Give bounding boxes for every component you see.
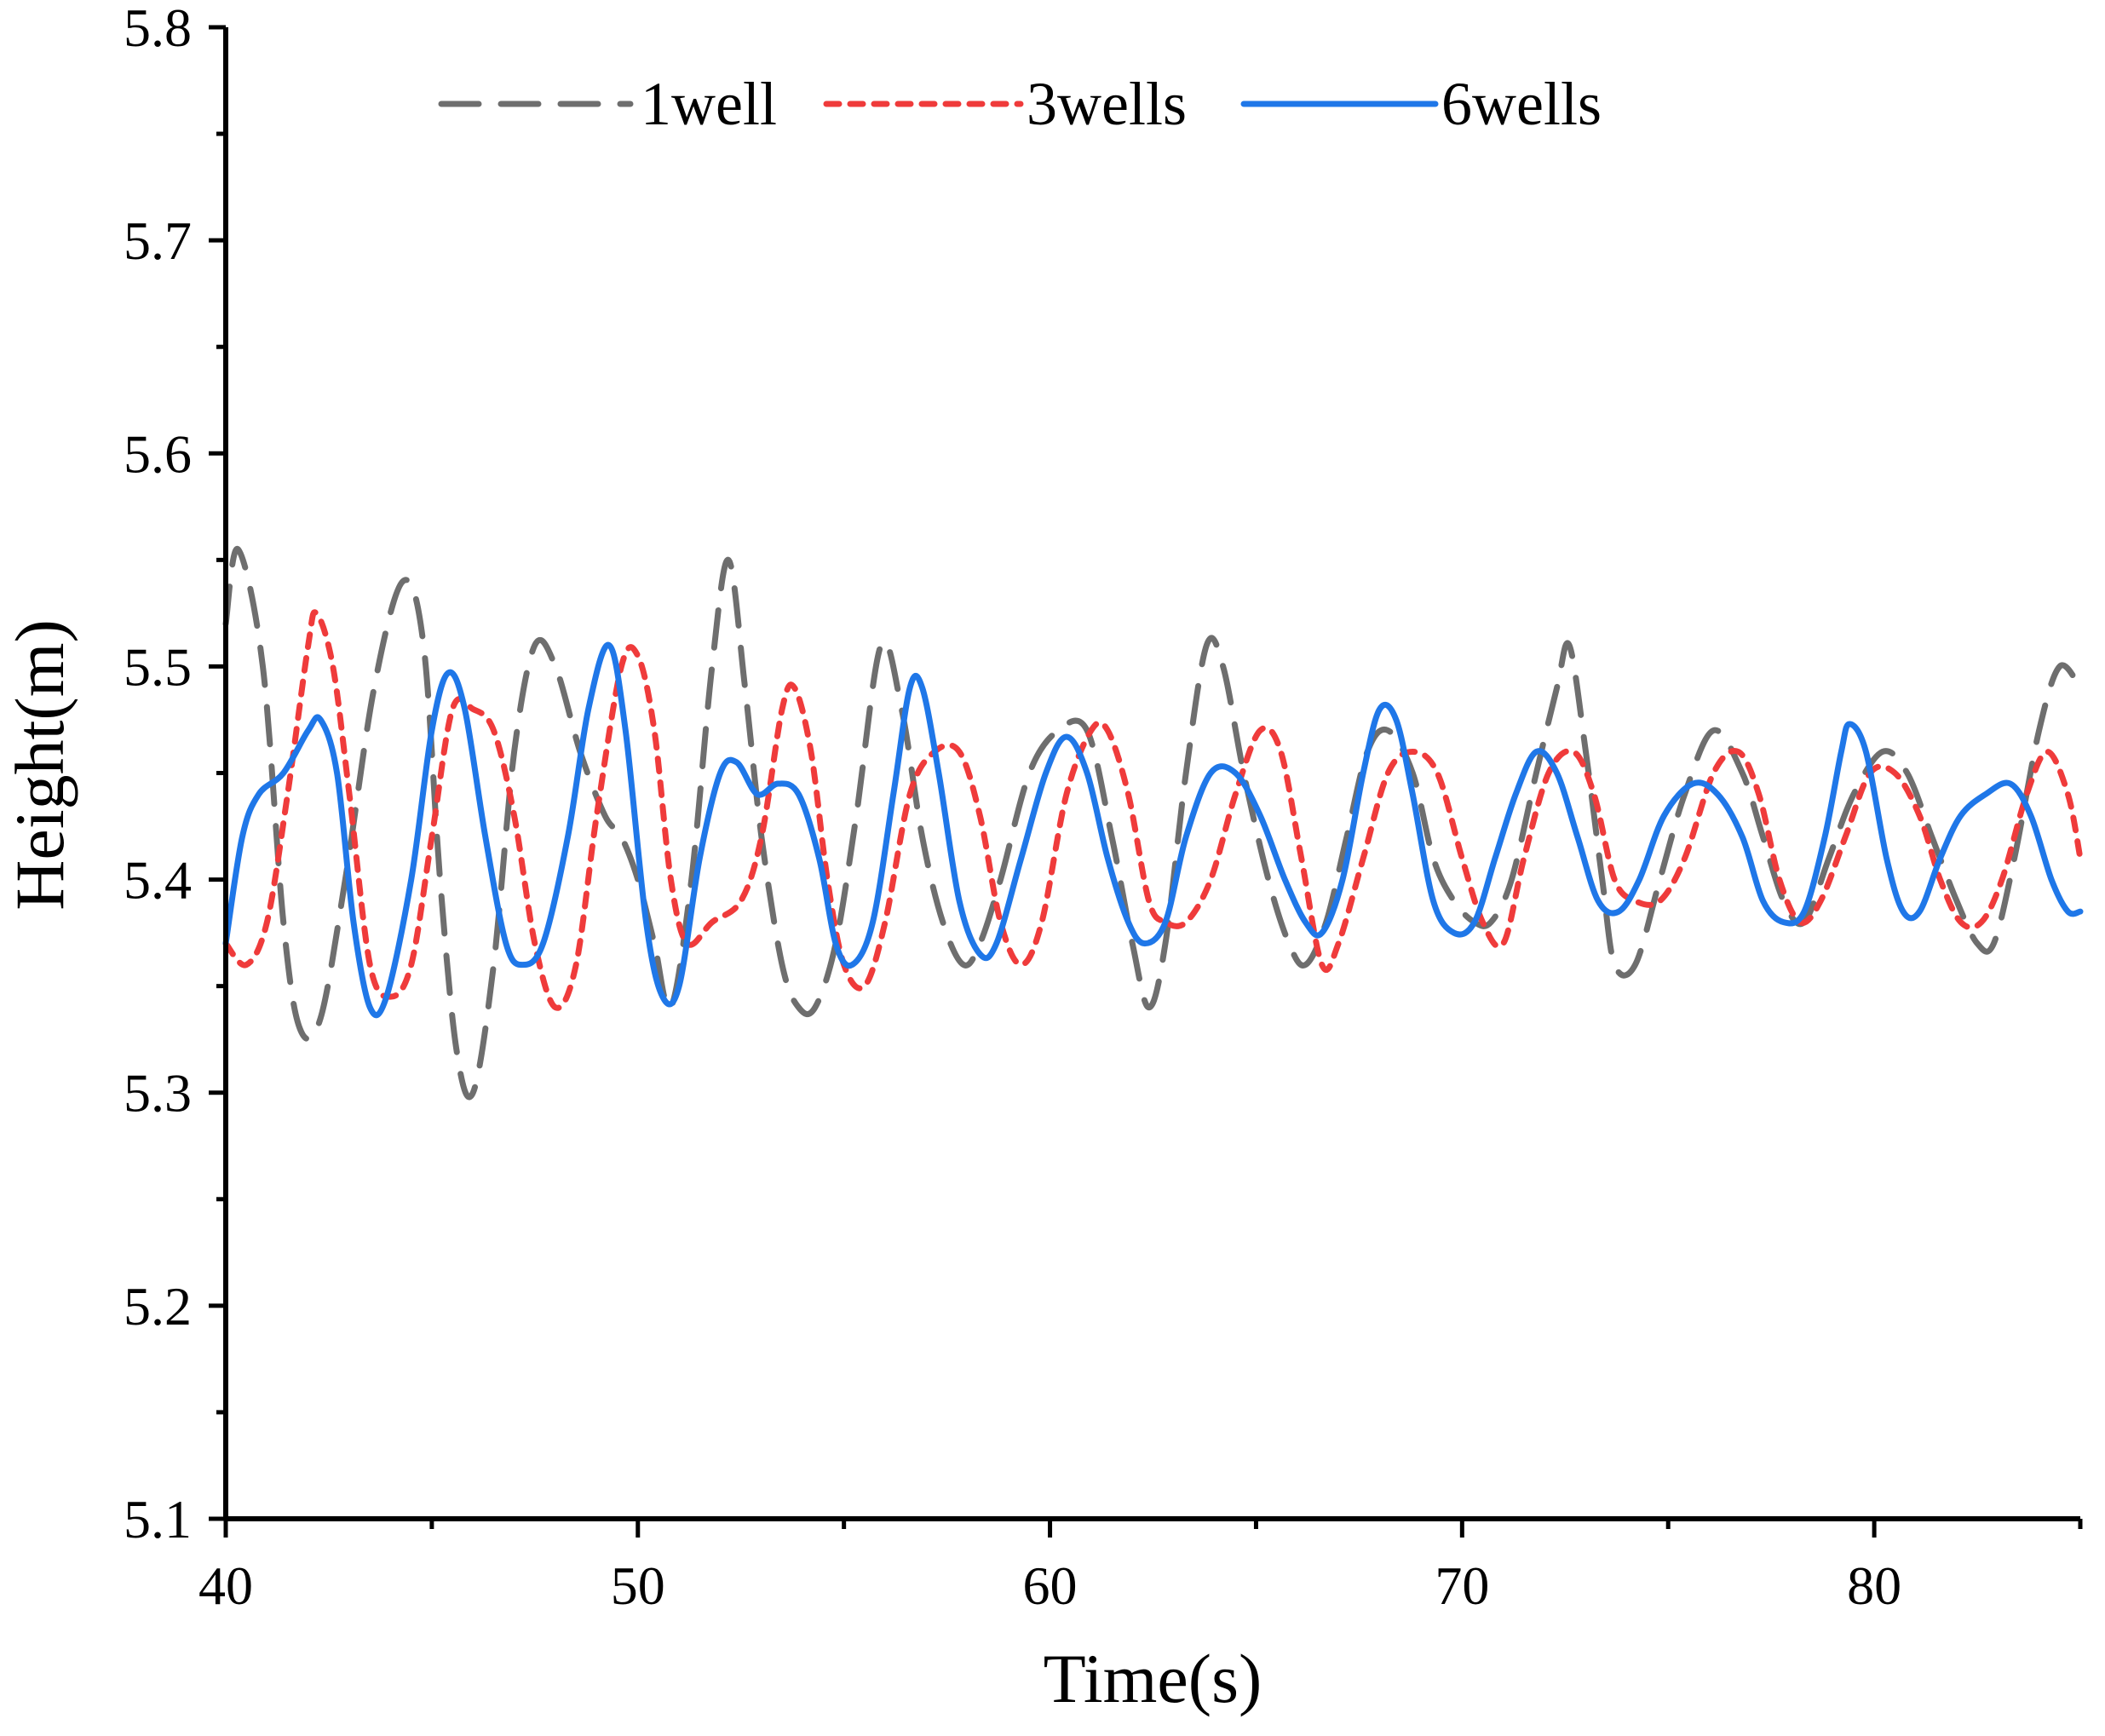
y-tick-label: 5.6	[124, 423, 192, 484]
y-tick-label: 5.5	[124, 636, 192, 697]
legend-label-3wells: 3wells	[1027, 70, 1187, 138]
y-tick-label: 5.4	[124, 850, 192, 911]
x-tick-label: 80	[1847, 1555, 1901, 1616]
y-tick-label: 5.1	[124, 1489, 192, 1549]
x-tick-label: 70	[1435, 1555, 1489, 1616]
series-line-1well	[222, 546, 2084, 1101]
ticks: 40 50 60 70 80 5.1 5.2 5.3 5.4 5.5 5.6 5.7 5.8	[124, 0, 2083, 1616]
series-line-6wells	[222, 641, 2084, 1019]
y-tick-label: 5.8	[124, 0, 192, 58]
y-axis-title: Height(m)	[1, 619, 78, 911]
plot-area	[222, 546, 2084, 1101]
series-line-3wells	[222, 609, 2084, 1011]
x-tick-label: 60	[1023, 1555, 1078, 1616]
legend-label-6wells: 6wells	[1441, 70, 1602, 138]
legend: 1well 3wells 6wells	[438, 70, 1602, 138]
x-tick-label: 40	[198, 1555, 253, 1616]
x-tick-label: 50	[611, 1555, 665, 1616]
y-tick-label: 5.7	[124, 210, 192, 271]
legend-label-1well: 1well	[641, 70, 777, 138]
x-axis-title: Time(s)	[1044, 1640, 1262, 1717]
y-tick-label: 5.2	[124, 1276, 192, 1336]
y-tick-label: 5.3	[124, 1063, 192, 1124]
